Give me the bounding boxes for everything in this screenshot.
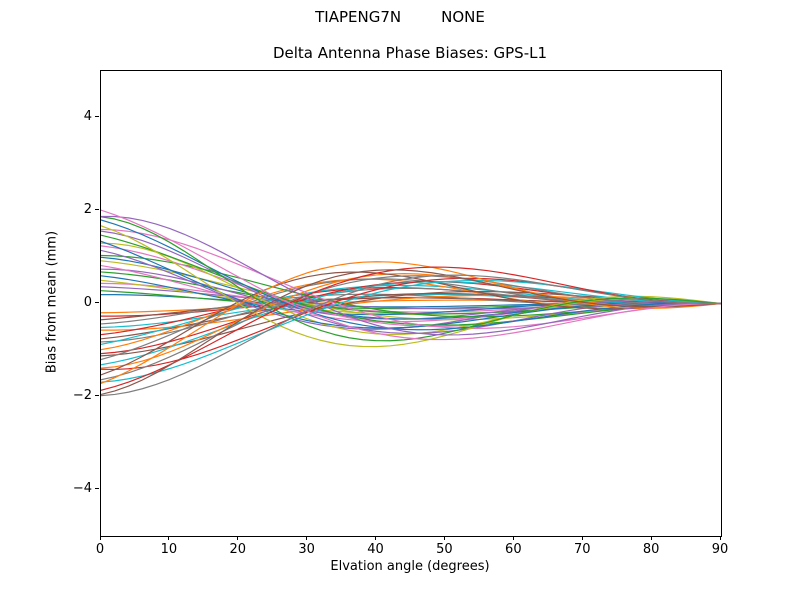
bias-line — [101, 275, 721, 381]
y-tick-label: −4 — [72, 480, 92, 496]
bias-line — [101, 261, 721, 385]
bias-line — [101, 209, 721, 341]
bias-line — [101, 230, 721, 334]
x-tick-label: 80 — [642, 542, 660, 557]
y-tick-label: 4 — [83, 108, 92, 124]
y-tick-mark — [95, 395, 99, 396]
bias-line — [101, 269, 721, 396]
plot-area — [100, 70, 722, 537]
x-tick-label: 50 — [436, 542, 453, 557]
bias-line — [101, 274, 721, 397]
x-tick-mark — [581, 536, 583, 540]
y-tick-label: 2 — [83, 201, 92, 217]
x-tick-label: 20 — [229, 542, 247, 557]
x-tick-mark — [650, 536, 652, 540]
x-tick-label: 60 — [505, 542, 522, 557]
station-id: TIAPENG7N — [315, 8, 402, 26]
x-tick-mark — [719, 536, 721, 540]
x-axis-label: Elvation angle (degrees) — [330, 559, 490, 574]
bias-line — [101, 225, 721, 348]
bias-line — [101, 216, 721, 342]
x-tick-mark — [99, 536, 101, 540]
y-tick-mark — [95, 302, 99, 303]
antenna-code: NONE — [441, 8, 485, 26]
x-tick-label: 10 — [160, 542, 178, 557]
x-tick-mark — [443, 536, 445, 540]
y-tick-mark — [95, 116, 99, 117]
x-tick-mark — [375, 536, 377, 540]
bias-line — [101, 240, 721, 329]
x-tick-mark — [168, 536, 170, 540]
y-tick-label: 0 — [83, 294, 92, 310]
bias-line — [101, 215, 721, 336]
x-tick-label: 0 — [95, 542, 105, 557]
y-tick-mark — [95, 209, 99, 210]
x-tick-mark — [512, 536, 514, 540]
x-tick-label: 30 — [298, 542, 315, 557]
y-tick-mark — [95, 488, 99, 489]
bias-line — [101, 279, 721, 383]
x-tick-label: 40 — [367, 542, 384, 557]
bias-lines-canvas — [101, 209, 721, 397]
x-tick-label: 70 — [573, 542, 591, 557]
x-tick-mark — [306, 536, 308, 540]
chart-title: Delta Antenna Phase Biases: GPS-L1 — [272, 44, 548, 62]
x-tick-label: 90 — [711, 542, 729, 557]
x-tick-mark — [237, 536, 239, 540]
y-tick-label: −2 — [72, 387, 92, 403]
figure-suptitle: TIAPENG7N NONE — [0, 8, 800, 26]
